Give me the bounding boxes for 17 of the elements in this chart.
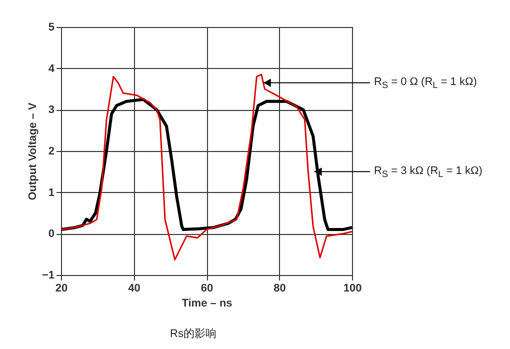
y-tick-label: −1 [42, 270, 54, 282]
y-tick-label: 1 [48, 186, 54, 199]
y-axis-title: Output Voltage – V [26, 102, 39, 200]
y-tick-label: 3 [48, 104, 54, 116]
annotation: R$_{S}$ = 3 kΩ (R$_{L}$ = 1 kΩ) [374, 164, 482, 181]
annotation: R$_{S}$ = 0 Ω (R$_{L}$ = 1 kΩ) [374, 76, 477, 92]
x-tick-label: 20 [55, 282, 68, 294]
y-tick-label: 2 [48, 146, 54, 158]
x-tick-label: 80 [274, 282, 286, 294]
y-tick-label: 5 [48, 22, 54, 34]
x-tick-label: 60 [200, 282, 214, 294]
x-tick-label: 40 [128, 282, 140, 294]
x-axis-title: Time – ns [182, 298, 232, 310]
y-tick-label: 4 [48, 62, 56, 75]
text: Rs的影响 [170, 327, 216, 341]
x-tick-label: 100 [343, 282, 362, 294]
y-tick-label: 0 [48, 228, 54, 240]
